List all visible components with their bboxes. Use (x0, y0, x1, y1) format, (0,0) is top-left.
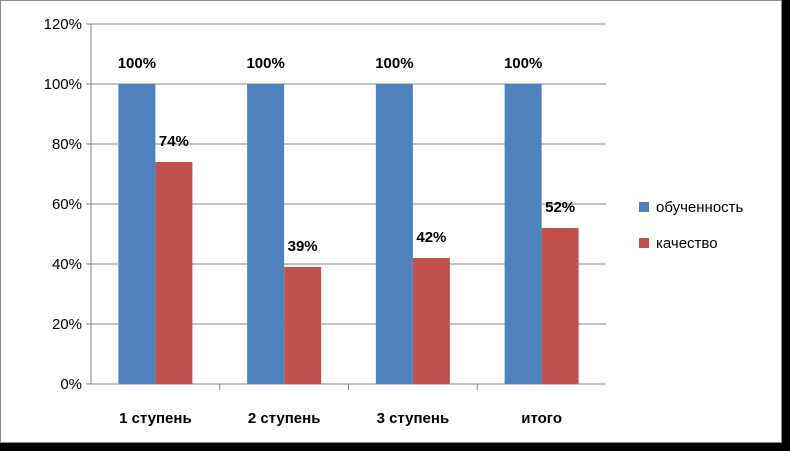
category-label: итого (521, 410, 562, 427)
data-label: 39% (288, 238, 318, 255)
y-tick-labels: 0% 20% 40% 60% 80% 100% 120% (44, 16, 82, 393)
y-tick-label: 0% (60, 376, 82, 393)
bar (118, 84, 156, 384)
y-tick-label: 80% (52, 136, 82, 153)
data-label: 42% (416, 229, 446, 246)
bar (247, 84, 285, 384)
y-tick-label: 60% (52, 196, 82, 213)
bar (155, 162, 193, 384)
bar (541, 228, 579, 384)
y-tick-label: 120% (44, 16, 82, 33)
legend: обученность качество (639, 199, 744, 252)
chart-frame: 0% 20% 40% 60% 80% 100% 120% 100% 74% 100% 39% 100… (0, 0, 782, 443)
category-labels: 1 ступень 2 ступень 3 ступень итого (119, 410, 562, 427)
data-label: 100% (118, 55, 156, 72)
bar (412, 258, 450, 384)
bars (118, 84, 579, 384)
bar (284, 267, 322, 384)
legend-swatch (639, 238, 649, 248)
legend-swatch (639, 202, 649, 212)
legend-label: качество (656, 235, 718, 252)
y-tick-label: 20% (52, 316, 82, 333)
data-label: 100% (375, 55, 413, 72)
legend-label: обученность (656, 199, 744, 216)
bar (504, 84, 542, 384)
y-tick-label: 100% (44, 76, 82, 93)
data-label: 52% (545, 199, 575, 216)
category-label: 2 ступень (248, 410, 321, 427)
category-label: 3 ступень (377, 410, 450, 427)
data-labels: 100% 74% 100% 39% 100% 42% 100% 52% (118, 55, 575, 255)
data-label: 74% (159, 133, 189, 150)
data-label: 100% (246, 55, 284, 72)
bar (375, 84, 413, 384)
category-label: 1 ступень (119, 410, 192, 427)
y-tick-label: 40% (52, 256, 82, 273)
data-label: 100% (504, 55, 542, 72)
bar-chart: 0%20%40%60%80%100%120% 100%74%100%39%100… (44, 16, 744, 427)
